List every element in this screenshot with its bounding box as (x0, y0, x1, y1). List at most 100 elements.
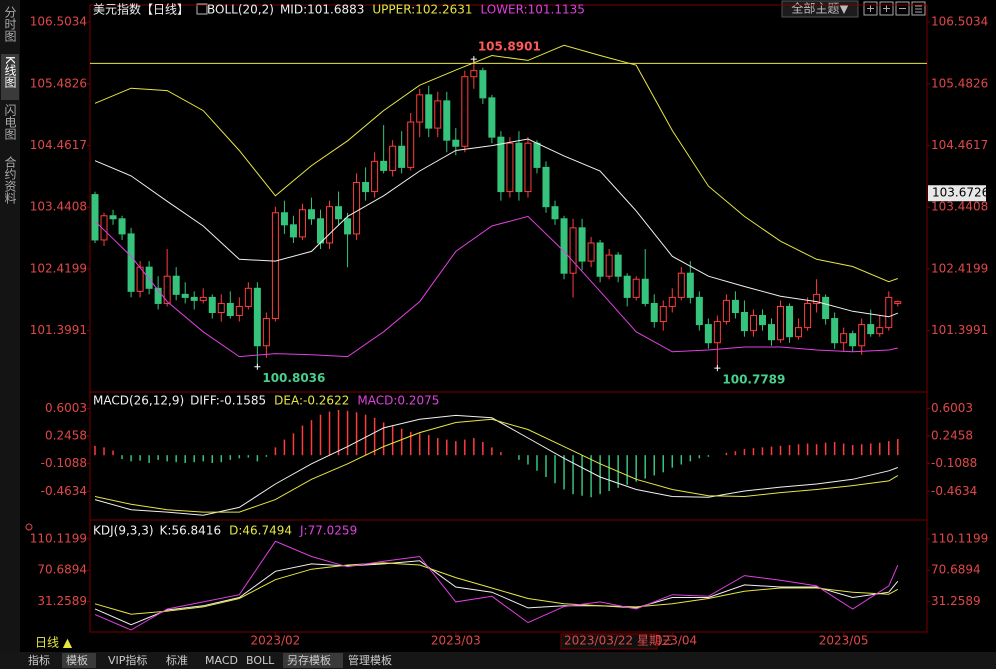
y-tick-label: 0.6003 (45, 401, 87, 415)
candle-body (91, 194, 99, 241)
y-tick-label: 110.1199 (30, 531, 87, 545)
indicator-line (94, 215, 898, 358)
candle-body (335, 206, 343, 220)
sidebar-tab[interactable]: 闪电图 (3, 104, 17, 140)
candle-body (623, 275, 631, 298)
indicator-label: KDJ(9,3,3) (93, 524, 154, 538)
annotation: 100.7789 (722, 373, 785, 387)
bottom-tab[interactable]: MACD (205, 654, 238, 667)
indicator-line (94, 414, 898, 516)
indicator-line (94, 560, 899, 626)
y-tick-label: -0.4634 (41, 484, 87, 498)
candle-body (307, 209, 315, 220)
candle-body (605, 254, 613, 277)
bottom-tab[interactable]: BOLL (246, 654, 275, 667)
candle-body (109, 215, 117, 220)
candle-body (795, 327, 803, 338)
bottom-tab[interactable]: 模板 (66, 653, 88, 667)
candle-body (443, 100, 451, 141)
candle-body (515, 142, 523, 193)
y-tick-label-right: 70.6894 (931, 563, 981, 577)
y-tick-label-right: 0.2458 (931, 429, 973, 443)
candle-body (858, 324, 866, 347)
indicator-label: D:46.7494 (229, 524, 292, 538)
kdj-icon[interactable] (25, 523, 33, 531)
y-tick-label-right: 106.5034 (931, 15, 988, 29)
annotation-marker (470, 56, 477, 63)
candle-body (118, 218, 126, 235)
candle-body (298, 209, 306, 238)
candle-body (569, 227, 577, 274)
candle-body (371, 160, 379, 193)
candle-body (326, 206, 334, 244)
candle-body (362, 182, 370, 193)
icon-zoom-out[interactable] (895, 1, 910, 16)
period-label[interactable]: 日线 ▲ (35, 636, 73, 650)
candle-body (452, 139, 460, 147)
bottom-tab[interactable]: 另存模板 (287, 653, 331, 667)
y-tick-label: 106.5034 (30, 15, 87, 29)
tab-selected (283, 653, 343, 668)
y-tick-label-right: -0.1088 (931, 456, 977, 470)
bottom-tab[interactable]: 标准 (166, 653, 188, 667)
candle-body (434, 100, 442, 129)
icon-settings[interactable] (911, 1, 926, 16)
indicator-label: K:56.8416 (160, 524, 222, 538)
candle-body (244, 287, 252, 307)
candle-body (632, 278, 640, 298)
indicator-label: MACD:0.2075 (357, 394, 439, 408)
toolbar-icons (863, 1, 926, 16)
candle-body (208, 296, 216, 313)
crosshair-date-box (560, 633, 658, 650)
indicator-line (94, 44, 898, 283)
candle-body (894, 301, 902, 304)
candle-body (713, 321, 721, 344)
boll-icon (196, 3, 208, 15)
indicator-line (94, 562, 899, 615)
bottom-tab[interactable]: 指标 (28, 653, 50, 667)
candle-body (470, 70, 478, 78)
x-tick-label: 2023/05 (819, 634, 869, 648)
candle-body (425, 94, 433, 129)
candle-body (280, 212, 288, 226)
crosshair-date: 2023/03/22 星期三 (564, 634, 673, 648)
bottom-tab[interactable]: VIP指标 (108, 653, 147, 667)
indicator-label: BOLL(20,2) (207, 3, 274, 17)
candle-body (551, 206, 559, 220)
icon-glyphs (867, 5, 922, 13)
candle-body (497, 136, 505, 193)
sidebar-tab[interactable]: 分时图 (3, 6, 17, 42)
indicator-label: J:77.0259 (299, 524, 357, 538)
candle-body (154, 287, 162, 304)
candle-body (461, 76, 469, 147)
indicator-line (94, 418, 899, 513)
sidebar-tab[interactable]: K线图 (3, 56, 17, 88)
bottom-bar (0, 652, 996, 669)
y-tick-label: 101.3991 (30, 323, 87, 337)
theme-text[interactable]: 全部主题▼ (791, 1, 849, 16)
y-tick-label-right: 110.1199 (931, 531, 988, 545)
y-tick-label-right: 105.4826 (931, 76, 988, 90)
icon-pan[interactable] (863, 1, 878, 16)
y-tick-label: 0.2458 (45, 429, 87, 443)
candle-body (506, 142, 514, 193)
candle-body (578, 227, 586, 262)
candle-body (127, 233, 135, 292)
candle-body (822, 296, 830, 320)
price-label: 103.6726 (932, 186, 989, 200)
candle-body (524, 142, 532, 193)
candle-body (831, 318, 839, 344)
x-tick-label: 2023/04 (647, 634, 697, 648)
icon-zoom-in[interactable] (879, 1, 894, 16)
annotation: 100.8036 (262, 371, 325, 385)
candle-body (749, 315, 757, 332)
candle-body (768, 324, 775, 341)
candle-body (181, 293, 189, 298)
candle-body (190, 296, 198, 301)
tab-selected (62, 653, 96, 668)
sidebar-tab[interactable]: 合约资料 (3, 155, 17, 204)
bottom-tab[interactable]: 管理模板 (348, 653, 392, 667)
candle-body (677, 272, 685, 298)
candle-body (217, 302, 225, 313)
